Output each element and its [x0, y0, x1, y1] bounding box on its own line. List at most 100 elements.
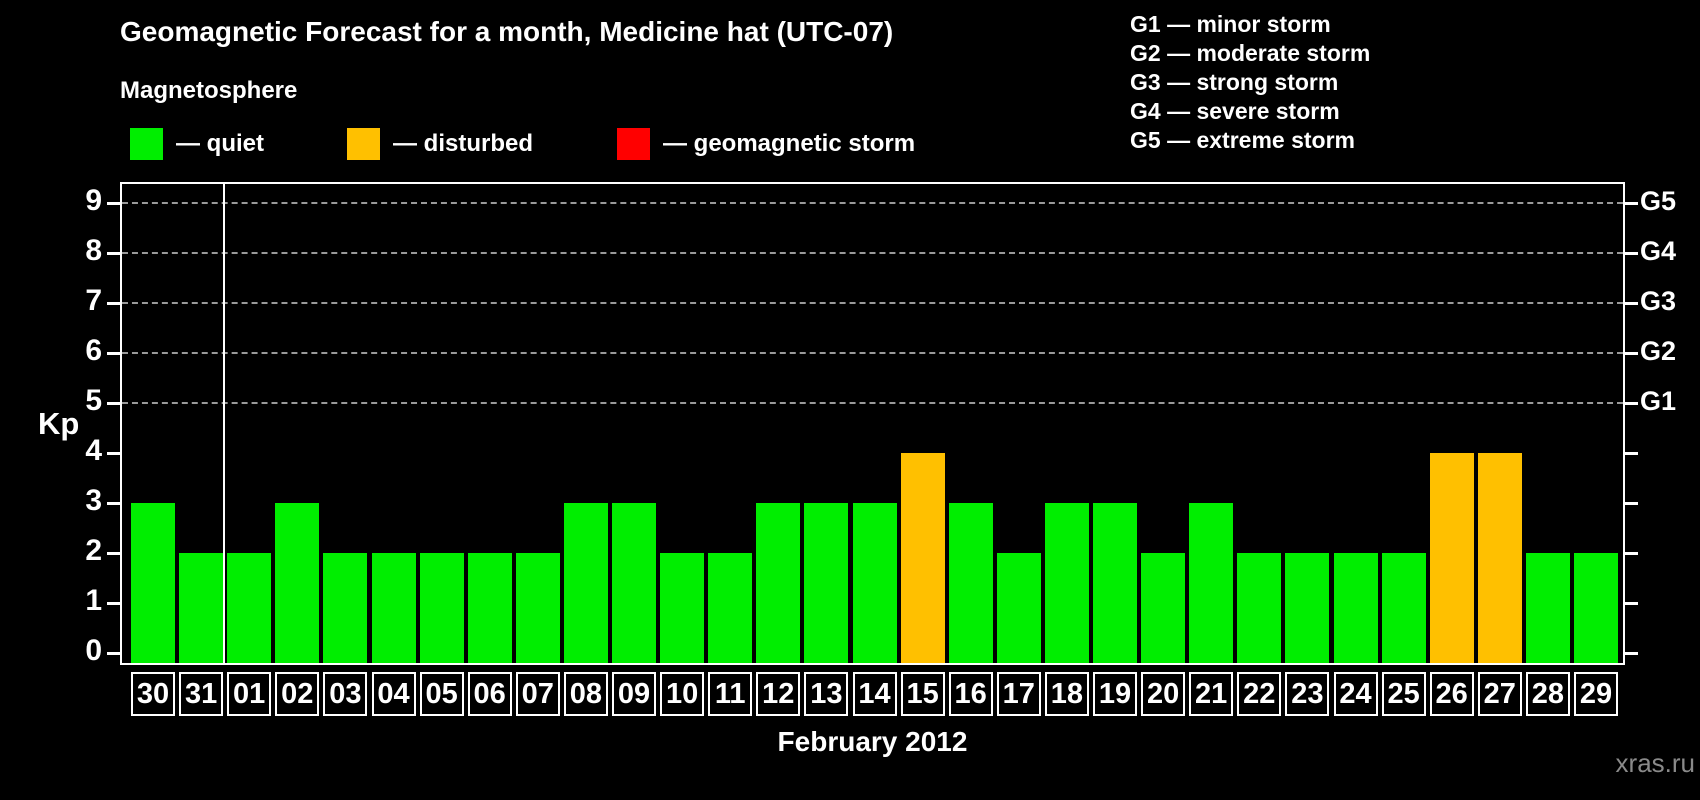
- magnetosphere-legend-heading: Magnetosphere: [120, 77, 298, 104]
- day-label-24: 24: [1333, 672, 1378, 716]
- bar-day-05: [419, 553, 464, 663]
- bar-day-02: [275, 503, 320, 663]
- bar-day-31: [179, 553, 224, 663]
- y-tick-left-7: [107, 302, 120, 305]
- day-label-15: 15: [900, 672, 945, 716]
- day-label-02: 02: [275, 672, 320, 716]
- day-label-16: 16: [948, 672, 993, 716]
- bar-day-25: [1381, 553, 1426, 663]
- day-label-11: 11: [708, 672, 753, 716]
- bar-day-12: [756, 503, 801, 663]
- y-tick-right-7: [1625, 302, 1638, 305]
- watermark: xras.ru: [1615, 748, 1695, 778]
- day-label-20: 20: [1141, 672, 1186, 716]
- y-tick-left-4: [107, 452, 120, 455]
- y-tick-left-9: [107, 202, 120, 205]
- day-label-27: 27: [1477, 672, 1522, 716]
- right-axis-label-g5: G5: [1640, 186, 1677, 216]
- y-tick-right-1: [1625, 602, 1638, 605]
- bar-day-06: [467, 553, 512, 663]
- day-label-18: 18: [1044, 672, 1089, 716]
- y-tick-label-8: 8: [85, 234, 102, 267]
- y-tick-label-5: 5: [85, 384, 102, 417]
- day-label-29: 29: [1574, 672, 1618, 716]
- bar-day-19: [1093, 503, 1137, 663]
- y-tick-label-0: 0: [85, 634, 102, 667]
- gridline-kp5: [122, 402, 1623, 404]
- bar-day-18: [1044, 503, 1089, 663]
- legend-item-storm: — geomagnetic storm: [617, 128, 915, 160]
- bar-day-28: [1525, 553, 1570, 663]
- day-label-23: 23: [1285, 672, 1330, 716]
- day-label-14: 14: [852, 672, 897, 716]
- day-label-13: 13: [804, 672, 849, 716]
- gscale-legend: G1 — minor storm G2 — moderate storm G3 — …: [1130, 10, 1370, 155]
- day-label-07: 07: [515, 672, 560, 716]
- y-tick-left-6: [107, 352, 120, 355]
- y-tick-left-8: [107, 252, 120, 255]
- day-label-30: 30: [131, 672, 175, 716]
- legend-item-label: — geomagnetic storm: [663, 130, 916, 157]
- y-tick-left-5: [107, 402, 120, 405]
- gscale-legend-line-3: G3 — strong storm: [1130, 69, 1339, 95]
- gscale-legend-line-5: G5 — extreme storm: [1130, 127, 1355, 153]
- bar-day-09: [612, 503, 656, 663]
- bar-day-26: [1429, 453, 1474, 663]
- y-tick-right-6: [1625, 352, 1638, 355]
- legend-item-label: — quiet: [176, 130, 264, 157]
- legend-item-disturbed: — disturbed: [347, 128, 533, 160]
- bar-day-29: [1574, 553, 1618, 663]
- y-tick-right-0: [1625, 652, 1638, 655]
- y-tick-label-2: 2: [85, 534, 102, 567]
- right-axis-label-g1: G1: [1640, 386, 1677, 416]
- day-label-19: 19: [1093, 672, 1137, 716]
- day-label-04: 04: [371, 672, 416, 716]
- bar-day-11: [708, 553, 753, 663]
- y-tick-label-6: 6: [85, 334, 102, 367]
- bar-day-08: [563, 503, 608, 663]
- day-label-25: 25: [1381, 672, 1426, 716]
- y-tick-left-1: [107, 602, 120, 605]
- chart-title: Geomagnetic Forecast for a month, Medici…: [120, 16, 894, 47]
- bar-day-01: [227, 553, 272, 663]
- disturbed-color-swatch: [347, 128, 380, 160]
- y-tick-right-2: [1625, 552, 1638, 555]
- day-label-09: 09: [612, 672, 656, 716]
- gridline-kp9: [122, 202, 1623, 204]
- day-label-22: 22: [1237, 672, 1282, 716]
- bar-day-03: [323, 553, 368, 663]
- y-tick-left-2: [107, 552, 120, 555]
- day-label-26: 26: [1429, 672, 1474, 716]
- right-axis-label-g3: G3: [1640, 286, 1677, 316]
- y-tick-label-1: 1: [85, 584, 102, 617]
- gscale-legend-line-1: G1 — minor storm: [1130, 11, 1331, 37]
- y-tick-right-8: [1625, 252, 1638, 255]
- day-label-05: 05: [419, 672, 464, 716]
- legend-item-label: — disturbed: [393, 130, 534, 157]
- bar-day-14: [852, 503, 897, 663]
- y-tick-label-9: 9: [85, 184, 102, 217]
- legend-item-quiet: — quiet: [130, 128, 264, 160]
- day-label-06: 06: [467, 672, 512, 716]
- day-label-12: 12: [756, 672, 801, 716]
- gridline-kp6: [122, 352, 1623, 354]
- day-label-17: 17: [996, 672, 1041, 716]
- right-axis-label-g2: G2: [1640, 336, 1677, 366]
- month-separator: [223, 184, 226, 663]
- day-label-31: 31: [179, 672, 224, 716]
- x-axis-title: February 2012: [777, 726, 968, 757]
- bar-day-22: [1237, 553, 1282, 663]
- bar-day-17: [996, 553, 1041, 663]
- bar-day-30: [131, 503, 175, 663]
- gscale-legend-line-2: G2 — moderate storm: [1130, 40, 1371, 66]
- bar-day-07: [515, 553, 560, 663]
- day-label-21: 21: [1189, 672, 1234, 716]
- day-label-10: 10: [660, 672, 705, 716]
- day-label-08: 08: [563, 672, 608, 716]
- y-tick-right-4: [1625, 452, 1638, 455]
- bar-day-24: [1333, 553, 1378, 663]
- bar-day-15: [900, 453, 945, 663]
- right-axis-label-g4: G4: [1640, 236, 1677, 266]
- y-tick-right-3: [1625, 502, 1638, 505]
- bar-day-23: [1285, 553, 1330, 663]
